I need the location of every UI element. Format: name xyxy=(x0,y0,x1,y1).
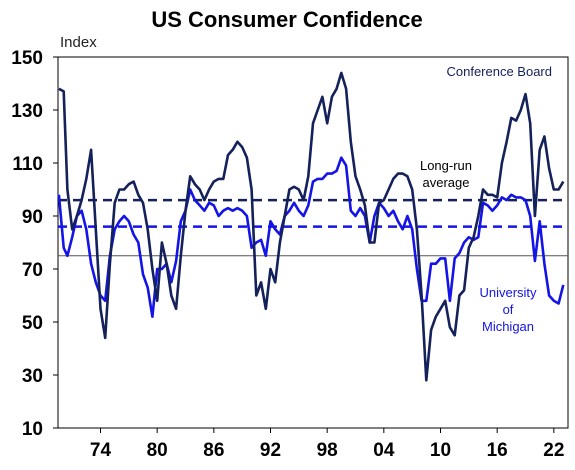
chart-title: US Consumer Confidence xyxy=(151,7,422,32)
x-tick-label: 16 xyxy=(487,440,508,461)
y-tick-label: 70 xyxy=(22,260,43,281)
y-tick-label: 130 xyxy=(11,101,43,122)
y-tick-label: 90 xyxy=(22,207,43,228)
label-michigan-2: of xyxy=(503,302,514,317)
series-line-michigan xyxy=(57,156,565,319)
label-long-run-2: average xyxy=(423,175,470,190)
series-line-conference-board xyxy=(58,71,565,382)
y-tick-label: 150 xyxy=(11,48,43,69)
series-lines xyxy=(57,71,565,382)
y-tick-label: 110 xyxy=(12,154,43,175)
x-tick-label: 80 xyxy=(147,440,168,461)
plot-frame xyxy=(57,56,569,429)
label-conference-board: Conference Board xyxy=(446,64,552,79)
x-tick-label: 10 xyxy=(430,440,451,461)
x-tick-label: 04 xyxy=(373,440,395,461)
x-tick-label: 22 xyxy=(543,440,564,461)
y-tick-label: 10 xyxy=(22,419,43,440)
average-lines xyxy=(58,198,568,228)
y-axis-label: Index xyxy=(60,34,97,51)
label-michigan-1: University xyxy=(479,285,537,300)
y-axis: 10 30 50 70 90 110 130 150 xyxy=(11,48,58,440)
y-tick-label: 50 xyxy=(22,313,43,334)
x-axis: 74 80 86 92 98 04 10 16 22 xyxy=(90,428,564,461)
x-tick-label: 74 xyxy=(90,440,112,461)
plot-area xyxy=(57,56,569,429)
x-tick-label: 92 xyxy=(260,440,281,461)
y-tick-label: 30 xyxy=(22,366,43,387)
label-michigan-3: Michigan xyxy=(482,319,534,334)
x-tick-label: 86 xyxy=(203,440,224,461)
label-long-run-1: Long-run xyxy=(420,158,472,173)
x-tick-label: 98 xyxy=(317,440,338,461)
